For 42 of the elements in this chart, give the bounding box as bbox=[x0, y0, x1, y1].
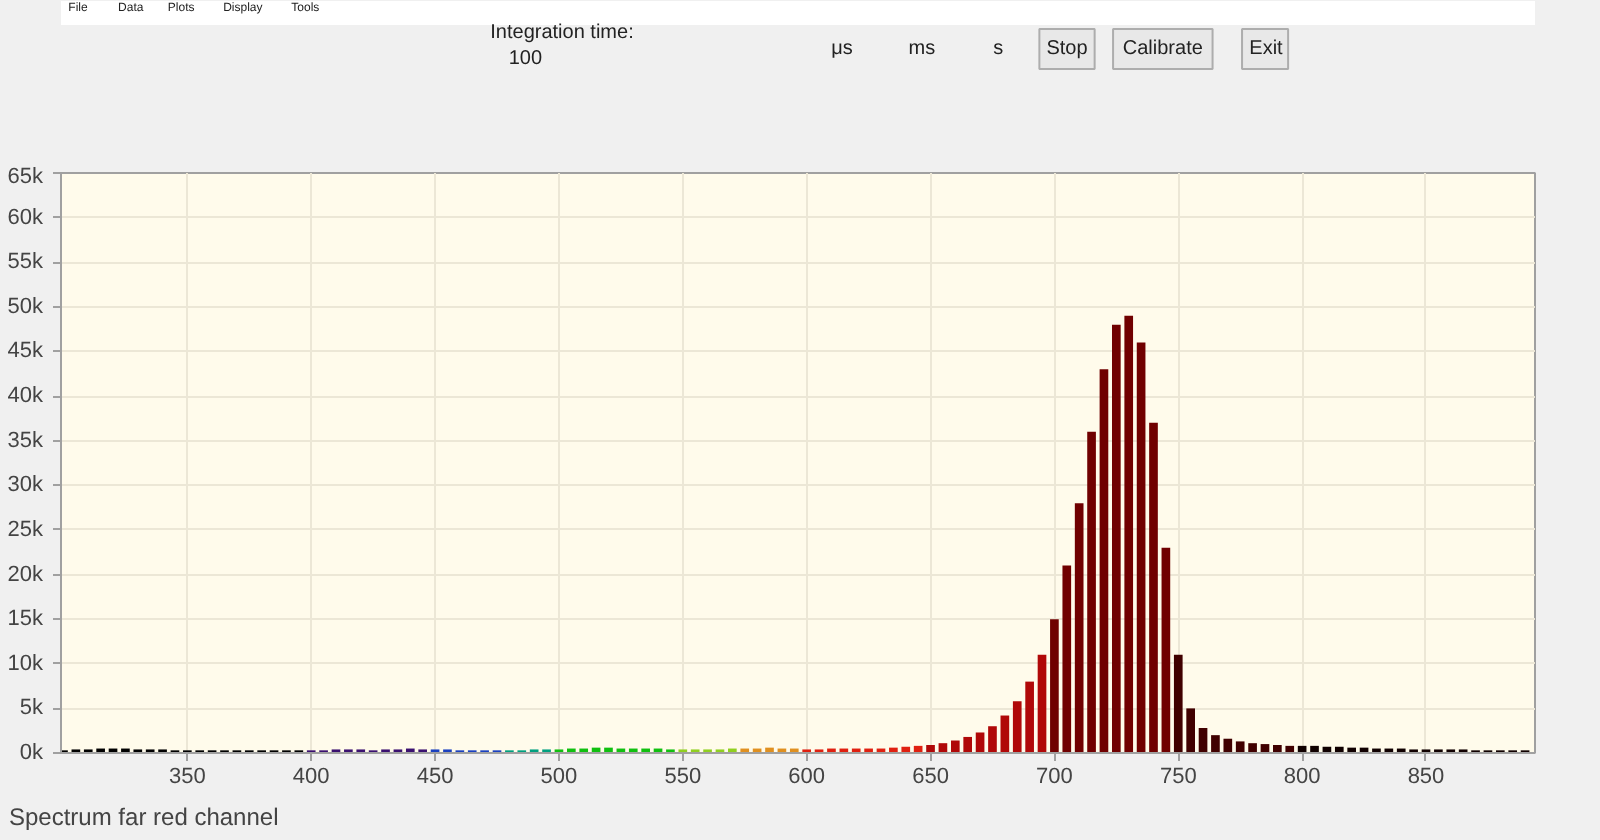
x-tick-label: 550 bbox=[664, 765, 702, 789]
text: Stop bbox=[1046, 38, 1089, 60]
y-tick-label: 60k bbox=[7, 205, 44, 230]
text: μs bbox=[831, 38, 853, 60]
text: ms bbox=[908, 38, 936, 60]
bar bbox=[926, 744, 935, 753]
y-tick-label: 55k bbox=[7, 250, 44, 275]
bar bbox=[975, 732, 985, 753]
bar bbox=[1099, 369, 1109, 753]
x-tick-label: 350 bbox=[168, 765, 206, 789]
bar bbox=[988, 726, 997, 753]
x-tick-label: 750 bbox=[1159, 765, 1197, 789]
x-tick-label: 800 bbox=[1283, 765, 1321, 789]
y-tick-label: 30k bbox=[7, 473, 44, 498]
y-tick-label: 45k bbox=[7, 339, 44, 364]
text: 100 bbox=[508, 48, 543, 70]
x-tick-label: 500 bbox=[540, 765, 578, 789]
bar bbox=[1136, 342, 1146, 753]
x-tick-label: 450 bbox=[416, 765, 454, 789]
y-tick-label: 0k bbox=[19, 741, 44, 765]
y-tick-label: 40k bbox=[7, 384, 44, 409]
y-tick-label: 20k bbox=[7, 562, 44, 587]
x-tick-label: 650 bbox=[912, 765, 949, 789]
y-tick-label: 35k bbox=[7, 428, 44, 453]
bar bbox=[1149, 422, 1158, 753]
y-tick-label: 5k bbox=[19, 696, 44, 721]
text: Exit bbox=[1249, 38, 1284, 60]
text: Calibrate bbox=[1122, 38, 1204, 60]
x-tick-label: 400 bbox=[292, 765, 330, 789]
bar bbox=[1037, 654, 1047, 753]
text: Integration time: bbox=[490, 22, 634, 44]
text: s bbox=[993, 38, 1004, 60]
y-tick-label: 50k bbox=[7, 294, 44, 319]
y-tick-label: 25k bbox=[7, 517, 44, 542]
x-tick-label: 600 bbox=[788, 765, 826, 789]
y-tick-label: 65k bbox=[7, 165, 44, 189]
bar bbox=[1161, 547, 1171, 753]
x-tick-label: 700 bbox=[1036, 765, 1073, 789]
x-tick-label: 850 bbox=[1407, 765, 1445, 789]
y-tick-label: 10k bbox=[7, 651, 44, 676]
x-axis-title: Spectrum far red channel bbox=[9, 803, 279, 831]
y-tick-label: 15k bbox=[7, 607, 44, 632]
